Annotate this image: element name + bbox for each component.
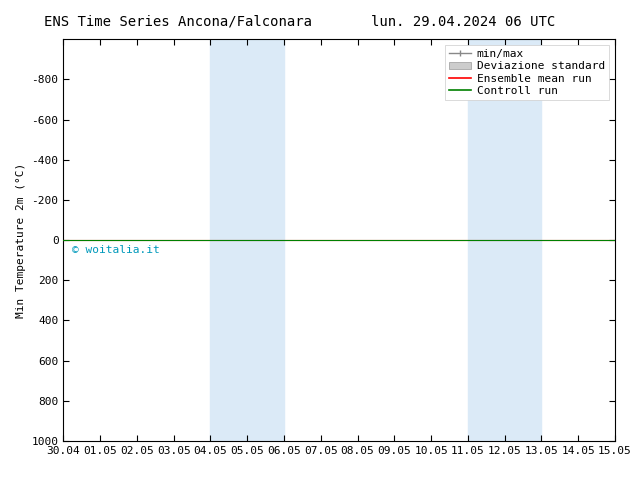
Text: lun. 29.04.2024 06 UTC: lun. 29.04.2024 06 UTC xyxy=(371,15,555,29)
Bar xyxy=(210,39,247,441)
Text: ENS Time Series Ancona/Falconara: ENS Time Series Ancona/Falconara xyxy=(44,15,311,29)
Bar xyxy=(468,39,505,441)
Bar xyxy=(247,39,284,441)
Text: © woitalia.it: © woitalia.it xyxy=(72,245,159,255)
Bar xyxy=(505,39,541,441)
Legend: min/max, Deviazione standard, Ensemble mean run, Controll run: min/max, Deviazione standard, Ensemble m… xyxy=(444,45,609,100)
Y-axis label: Min Temperature 2m (°C): Min Temperature 2m (°C) xyxy=(16,163,26,318)
